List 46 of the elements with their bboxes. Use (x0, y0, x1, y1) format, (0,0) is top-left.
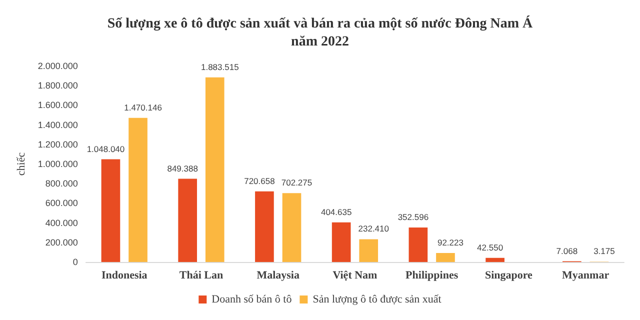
data-label: 1.470.146 (124, 102, 162, 112)
data-label: 720.658 (244, 176, 276, 186)
data-label: 849.388 (167, 163, 198, 174)
x-tick-label: Indonesia (101, 270, 148, 282)
x-tick-label: Myanmar (562, 270, 610, 282)
data-label: 352.596 (398, 212, 429, 222)
data-label: 404.635 (320, 206, 352, 217)
bar (436, 252, 455, 262)
y-tick-label: 600.000 (45, 198, 78, 208)
y-tick-label: 400.000 (45, 218, 78, 228)
y-tick-label: 1.600.000 (38, 100, 78, 110)
y-tick-label: 1.000.000 (38, 159, 78, 169)
bar (282, 193, 302, 262)
x-tick-label: Philippines (406, 270, 459, 282)
x-tick-label: Việt Nam (332, 270, 378, 282)
data-label: 702.275 (281, 178, 312, 188)
bar (101, 159, 120, 262)
x-tick-label: Thái Lan (179, 270, 224, 282)
y-tick-label: 200.000 (45, 237, 78, 248)
y-tick-label: 1.200.000 (38, 139, 78, 150)
y-tick-label: 0 (72, 257, 78, 267)
data-label: 3.175 (594, 246, 616, 256)
data-label: 1.048.040 (86, 144, 125, 154)
y-tick-label: 800.000 (45, 178, 78, 189)
bar (408, 227, 428, 262)
data-label: 42.550 (477, 242, 504, 252)
bar (205, 77, 224, 262)
bar (359, 239, 378, 262)
bar (255, 191, 274, 262)
bar (128, 118, 148, 262)
legend-label: Doanh số bán ô tô (212, 294, 292, 306)
data-label: 1.883.515 (200, 62, 240, 72)
y-tick-label: 2.000.000 (38, 61, 78, 71)
x-tick-label: Malaysia (256, 270, 300, 282)
y-tick-label: 1.400.000 (38, 120, 78, 130)
bar (332, 222, 351, 262)
legend-label: Sản lượng ô tô được sản xuất (312, 294, 442, 306)
y-tick-label: 1.800.000 (38, 80, 78, 91)
y-axis-title: chiếc (16, 152, 28, 176)
bar (486, 258, 504, 262)
data-label: 7.068 (556, 246, 578, 256)
bar (178, 178, 197, 262)
data-label: 92.223 (437, 237, 464, 248)
x-tick-label: Singapore (484, 270, 533, 282)
chart-title: Số lượng xe ô tô được sản xuất và bán ra của một số nước Đông Nam Á năm 2022 (107, 14, 534, 50)
data-label: 232.410 (358, 224, 390, 234)
